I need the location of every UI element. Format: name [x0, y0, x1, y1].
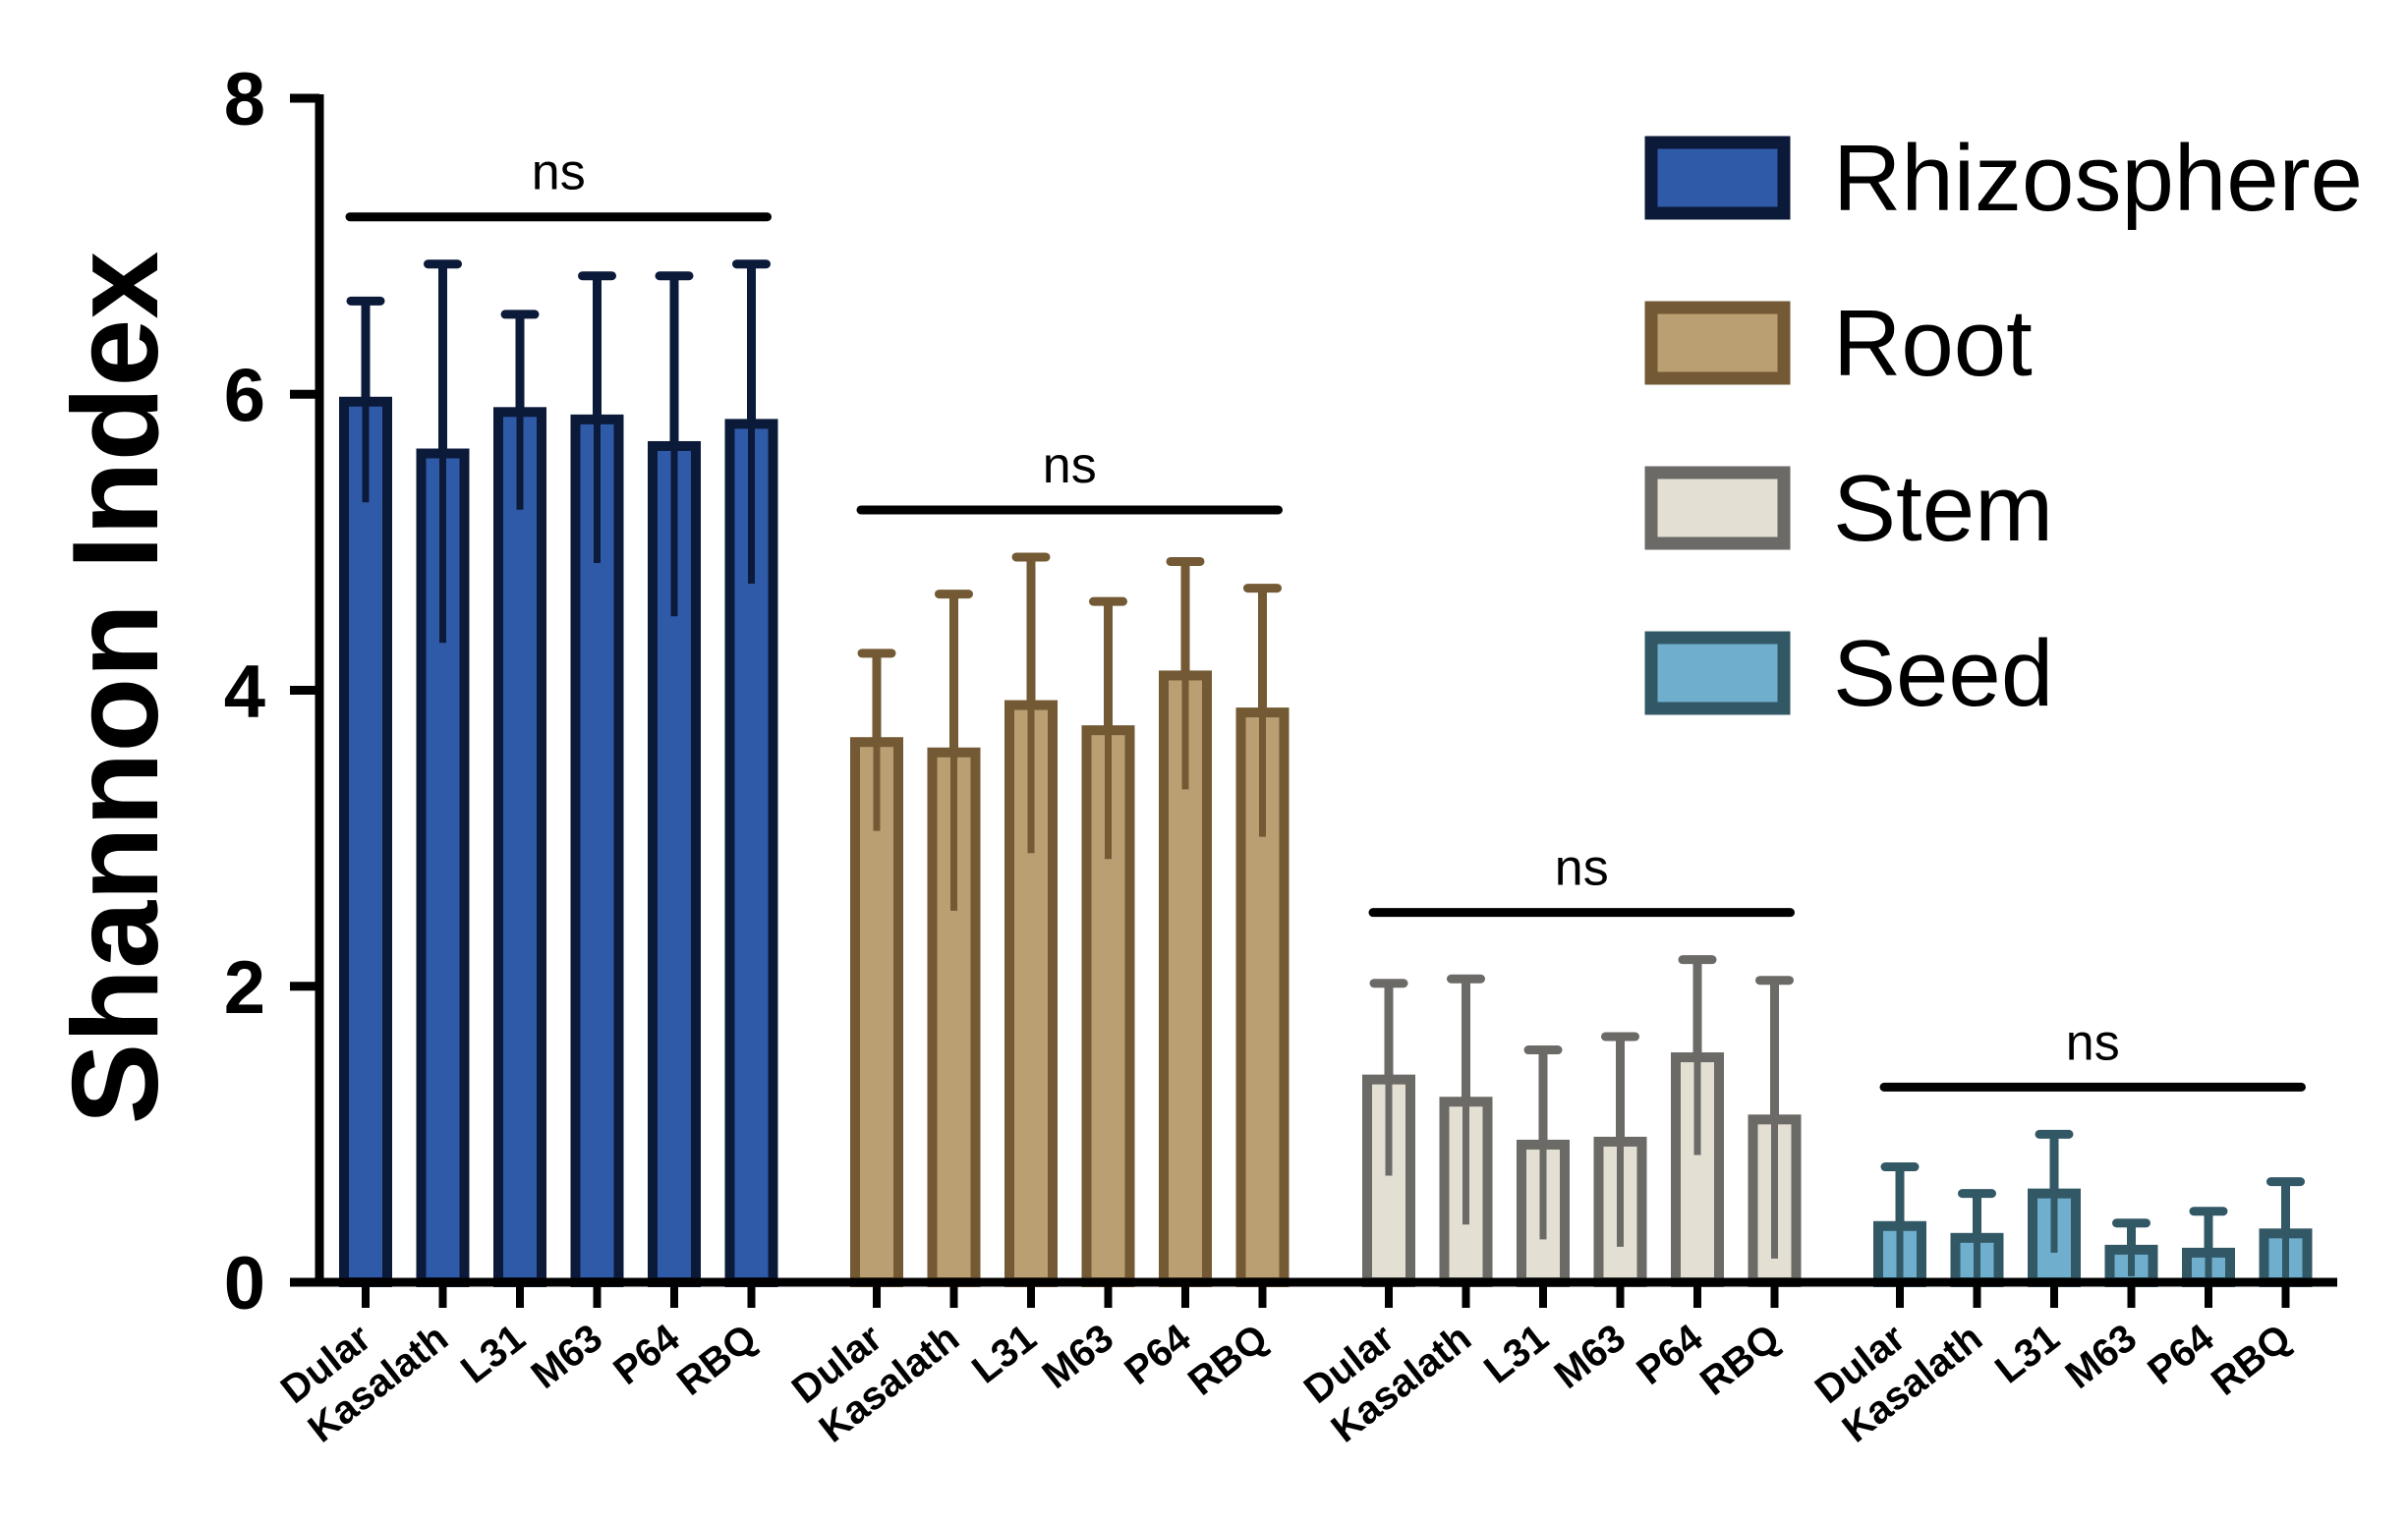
- legend-swatch: [1644, 466, 1791, 550]
- bar-group-rhizosphere: [339, 259, 778, 1287]
- x-tick-label: P64: [1629, 1316, 1711, 1393]
- x-tick-label: M63: [1035, 1316, 1121, 1397]
- x-tick-label: P64: [1117, 1316, 1199, 1393]
- bar-group-seed: [1873, 1129, 2313, 1288]
- significance-label: ns: [2066, 1014, 2120, 1071]
- x-tick-label: P64: [605, 1316, 688, 1393]
- legend-label: Seed: [1833, 621, 2053, 726]
- x-tick-label: RBQ: [1180, 1316, 1276, 1403]
- bar-group-stem: [1362, 955, 1802, 1288]
- legend-item-seed: Seed: [1644, 621, 2053, 726]
- y-axis: 0 2 4 6 8: [224, 58, 324, 1326]
- x-tick-label: L31: [1987, 1316, 2067, 1391]
- legend-item-root: Root: [1644, 291, 2033, 396]
- x-tick-label: RBQ: [1692, 1316, 1788, 1403]
- legend-swatch: [1644, 136, 1791, 220]
- legend-item-stem: Stem: [1644, 456, 2053, 561]
- y-tick-label: 2: [224, 946, 265, 1030]
- legend-swatch: [1644, 631, 1791, 715]
- y-axis-title: Shannon Index: [48, 252, 184, 1125]
- legend-item-rhizosphere: Rhizosphere: [1644, 126, 2363, 231]
- legend-swatch: [1644, 301, 1791, 385]
- legend-label: Stem: [1833, 456, 2053, 561]
- y-tick-label: 0: [224, 1242, 265, 1326]
- bar: [339, 396, 392, 1287]
- significance-label: ns: [1043, 437, 1097, 494]
- legend-label: Rhizosphere: [1833, 126, 2363, 231]
- x-tick-label: M63: [524, 1316, 610, 1397]
- x-tick-label: M63: [1547, 1316, 1634, 1397]
- bar-groups: [339, 259, 2313, 1288]
- significance-label: ns: [532, 144, 586, 201]
- significance-annotations: ns ns ns ns: [345, 144, 2306, 1092]
- bar: [1439, 1097, 1493, 1288]
- x-tick-label: M63: [2058, 1316, 2145, 1397]
- significance-label: ns: [1555, 840, 1609, 897]
- y-tick-label: 6: [224, 354, 265, 437]
- x-tick-label: RBQ: [669, 1316, 765, 1403]
- bar-group-root: [850, 552, 1290, 1287]
- y-tick-label: 4: [224, 650, 265, 734]
- legend: Rhizosphere Root Stem Seed: [1644, 126, 2363, 726]
- x-tick-label: L31: [453, 1316, 533, 1391]
- bar: [493, 407, 546, 1287]
- x-tick-label: L31: [1476, 1316, 1556, 1391]
- x-tick-label: L31: [964, 1316, 1044, 1391]
- y-tick-label: 8: [224, 58, 265, 141]
- x-tick-label: RBQ: [2204, 1316, 2299, 1403]
- legend-label: Root: [1833, 291, 2033, 396]
- x-tick-label: P64: [2140, 1316, 2222, 1393]
